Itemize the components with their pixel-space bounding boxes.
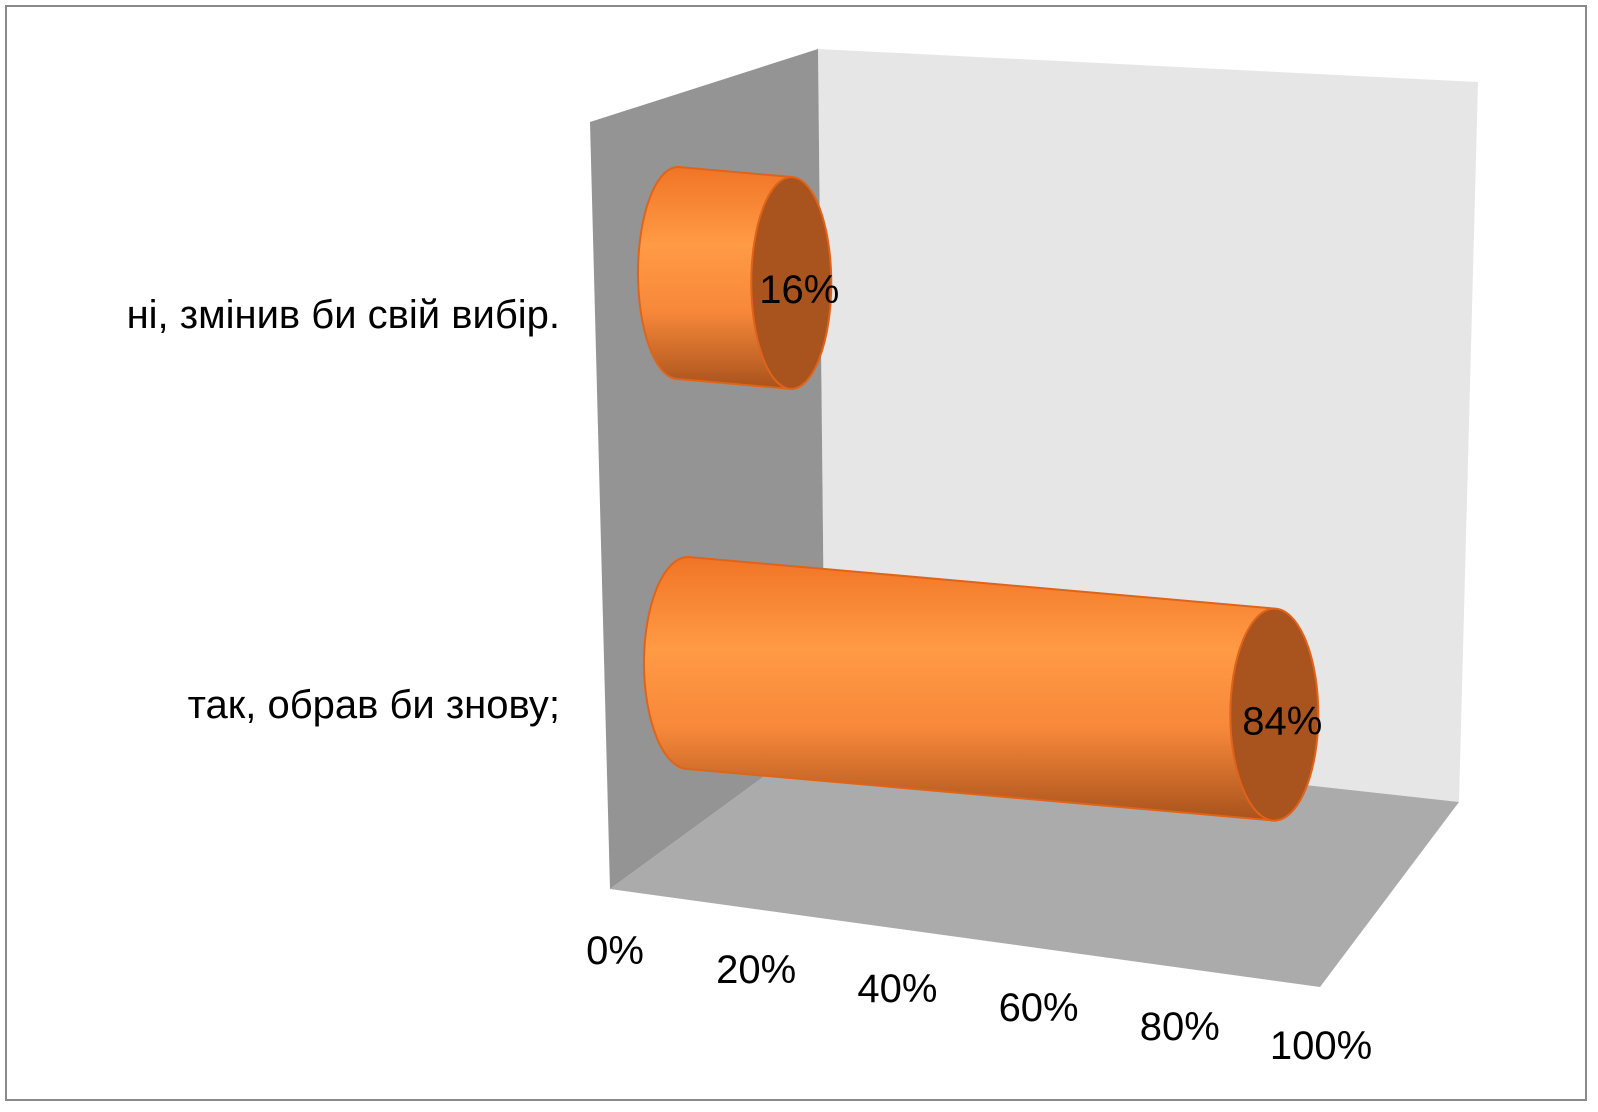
data-label: 84% xyxy=(1242,700,1322,744)
x-tick-label: 40% xyxy=(857,967,937,1011)
x-tick-label: 60% xyxy=(999,986,1079,1030)
data-label: 16% xyxy=(759,268,839,312)
chart-frame: 16% ні, змінив би свій вибір. 84% так, обра… xyxy=(5,5,1587,1101)
bar-body xyxy=(637,165,793,391)
x-tick-label: 0% xyxy=(586,929,644,973)
bar-chart: 16% ні, змінив би свій вибір. 84% так, обра… xyxy=(127,49,1478,1068)
x-tick-label: 20% xyxy=(716,948,796,992)
bar-body xyxy=(643,555,1276,822)
bars-layer xyxy=(637,165,1320,822)
x-tick-label: 100% xyxy=(1270,1024,1372,1068)
category-label: так, обрав би знову; xyxy=(188,683,560,727)
labels-layer: 16% ні, змінив би свій вибір. 84% так, обра… xyxy=(127,268,1373,1068)
category-label: ні, змінив би свій вибір. xyxy=(127,293,560,337)
bar-cap xyxy=(1229,607,1320,822)
bar-cap xyxy=(750,175,833,390)
x-tick-label: 80% xyxy=(1140,1005,1220,1049)
